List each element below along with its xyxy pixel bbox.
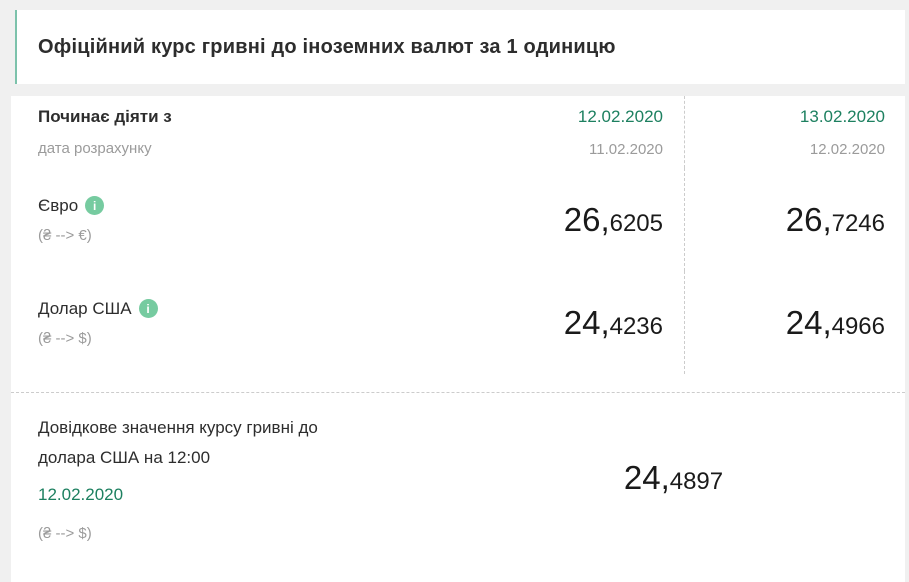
rate-value: 26,6205 xyxy=(564,203,663,236)
calc-date-2: 12.02.2020 xyxy=(809,140,885,158)
currency-pair-euro: (₴ --> €) xyxy=(38,226,92,244)
currency-info-usd: Долар США i (₴ --> $) xyxy=(38,271,462,374)
rates-card: Починає діяти з дата розрахунку 12.02.20… xyxy=(11,96,905,582)
info-icon[interactable]: i xyxy=(85,196,105,215)
currency-name-euro: Євро i xyxy=(38,196,462,216)
info-icon[interactable]: i xyxy=(138,299,158,318)
reference-text-line-1: Довідкове значення курсу гривні до xyxy=(38,418,318,437)
reference-date-link[interactable]: 12.02.2020 xyxy=(38,485,124,504)
currency-pair-usd: (₴ --> $) xyxy=(38,329,92,347)
rate-value-frac: 4966 xyxy=(831,313,885,340)
rate-value: 26,7246 xyxy=(786,203,885,236)
reference-text-line-2: долара США на 12:00 xyxy=(38,448,211,467)
rate-value-main: 26, xyxy=(785,201,832,238)
calc-date-label: дата розрахунку xyxy=(38,140,152,157)
effective-date-2: 13.02.2020 xyxy=(799,106,885,126)
rate-value-main: 24, xyxy=(563,304,610,341)
currency-name-label: Долар США xyxy=(38,298,132,318)
reference-rate-value: 24,4897 xyxy=(624,461,723,494)
currency-name-label: Євро xyxy=(38,195,79,215)
currency-row-euro: Євро i (₴ --> €) 26,6205 26,7246 xyxy=(38,168,905,271)
calc-date-1: 11.02.2020 xyxy=(589,140,663,158)
rate-value-frac: 7246 xyxy=(831,210,885,237)
rate-value-frac: 6205 xyxy=(609,210,663,237)
currency-name-usd: Долар США i xyxy=(38,299,462,319)
date-column-2: 13.02.2020 12.02.2020 xyxy=(684,96,905,168)
rate-cell-euro-1: 26,6205 xyxy=(462,168,684,271)
effective-date-1: 12.02.2020 xyxy=(577,106,663,126)
currency-row-usd: Долар США i (₴ --> $) 24,4236 24,4966 xyxy=(38,271,905,374)
dates-header-row: Починає діяти з дата розрахунку 12.02.20… xyxy=(38,96,905,168)
header-card: Офіційний курс гривні до іноземних валют… xyxy=(15,10,905,84)
rate-value-main: 26, xyxy=(563,201,610,238)
rate-value-frac: 4897 xyxy=(669,468,724,495)
currency-info-euro: Євро i (₴ --> €) xyxy=(38,168,462,271)
rate-value-main: 24, xyxy=(785,304,832,341)
reference-text-block: Довідкове значення курсу гривні до долар… xyxy=(38,413,462,542)
rate-value-main: 24, xyxy=(623,459,670,496)
reference-pair: (₴ --> $) xyxy=(38,525,92,542)
rate-value: 24,4236 xyxy=(564,306,663,339)
dates-header-labels: Починає діяти з дата розрахунку xyxy=(38,96,462,168)
rate-cell-usd-2: 24,4966 xyxy=(684,271,905,374)
page-title: Офіційний курс гривні до іноземних валют… xyxy=(38,35,616,58)
reference-rate-section: Довідкове значення курсу гривні до долар… xyxy=(11,392,905,542)
rate-value: 24,4966 xyxy=(786,306,885,339)
rate-value-frac: 4236 xyxy=(609,313,663,340)
rate-cell-euro-2: 26,7246 xyxy=(684,168,905,271)
date-column-1: 12.02.2020 11.02.2020 xyxy=(462,96,684,168)
reference-value-block: 24,4897 xyxy=(462,413,905,542)
effective-from-label: Починає діяти з xyxy=(38,107,172,126)
rate-cell-usd-1: 24,4236 xyxy=(462,271,684,374)
rates-table: Починає діяти з дата розрахунку 12.02.20… xyxy=(11,96,905,374)
